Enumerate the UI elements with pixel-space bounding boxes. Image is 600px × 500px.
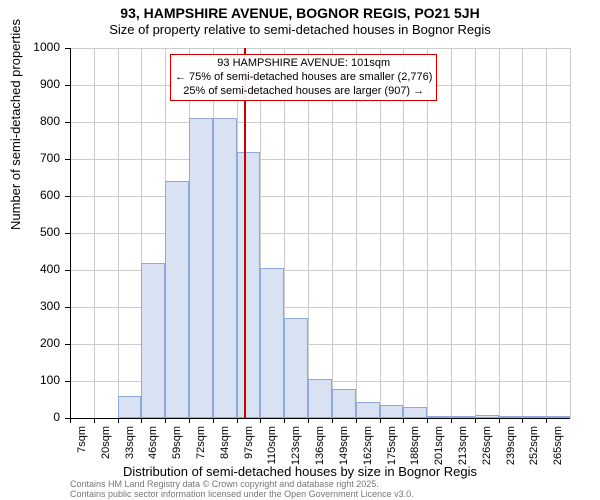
vgridline <box>94 48 95 418</box>
chart-area: 93 HAMPSHIRE AVENUE: 101sqm← 75% of semi… <box>70 48 570 418</box>
xtick-label: 7sqm <box>76 426 88 476</box>
vgridline <box>356 48 357 418</box>
chart-title: 93, HAMPSHIRE AVENUE, BOGNOR REGIS, PO21… <box>0 0 600 22</box>
ytick-label: 500 <box>0 225 60 239</box>
ytick-label: 400 <box>0 262 60 276</box>
attribution-footer: Contains HM Land Registry data © Crown c… <box>70 480 414 500</box>
histogram-bar <box>141 263 165 418</box>
histogram-bar <box>284 318 308 418</box>
gridline <box>70 159 570 160</box>
xtick-label: 213sqm <box>457 426 469 476</box>
xtick-label: 226sqm <box>481 426 493 476</box>
xtick-label: 265sqm <box>552 426 564 476</box>
histogram-bar <box>403 407 427 418</box>
ytick-label: 600 <box>0 188 60 202</box>
ytick-label: 900 <box>0 77 60 91</box>
ytick-label: 1000 <box>0 40 60 54</box>
y-axis-line <box>70 48 71 418</box>
histogram-bar <box>260 268 284 418</box>
chart-subtitle: Size of property relative to semi-detach… <box>0 22 600 39</box>
xtick-label: 97sqm <box>243 426 255 476</box>
vgridline <box>570 48 571 418</box>
ytick-label: 300 <box>0 299 60 313</box>
histogram-bar <box>213 118 237 418</box>
ytick-label: 100 <box>0 373 60 387</box>
vgridline <box>380 48 381 418</box>
ytick-label: 200 <box>0 336 60 350</box>
vgridline <box>118 48 119 418</box>
gridline <box>70 122 570 123</box>
xtick-label: 110sqm <box>266 426 278 476</box>
vgridline <box>475 48 476 418</box>
xtick-label: 201sqm <box>433 426 445 476</box>
annotation-box: 93 HAMPSHIRE AVENUE: 101sqm← 75% of semi… <box>170 54 437 101</box>
plot-region: 93 HAMPSHIRE AVENUE: 101sqm← 75% of semi… <box>70 48 570 418</box>
vgridline <box>308 48 309 418</box>
histogram-bar <box>308 379 332 418</box>
xtick-label: 239sqm <box>505 426 517 476</box>
xtick-label: 175sqm <box>386 426 398 476</box>
ytick-label: 0 <box>0 410 60 424</box>
xtick-label: 162sqm <box>362 426 374 476</box>
xtick-label: 188sqm <box>409 426 421 476</box>
xtick-label: 252sqm <box>528 426 540 476</box>
vgridline <box>546 48 547 418</box>
vgridline <box>522 48 523 418</box>
ytick-label: 800 <box>0 114 60 128</box>
xtick-label: 123sqm <box>290 426 302 476</box>
vgridline <box>451 48 452 418</box>
vgridline <box>427 48 428 418</box>
annotation-line: ← 75% of semi-detached houses are smalle… <box>175 71 432 85</box>
gridline <box>70 233 570 234</box>
xtick-label: 33sqm <box>124 426 136 476</box>
histogram-bar <box>118 396 142 418</box>
vgridline <box>403 48 404 418</box>
histogram-bar <box>332 389 356 418</box>
gridline <box>70 196 570 197</box>
xtick-label: 20sqm <box>100 426 112 476</box>
xtick-label: 136sqm <box>314 426 326 476</box>
xtick-label: 84sqm <box>219 426 231 476</box>
histogram-bar <box>165 181 189 418</box>
ytick-label: 700 <box>0 151 60 165</box>
reference-line <box>244 48 246 418</box>
histogram-bar <box>356 402 380 418</box>
xtick-label: 149sqm <box>338 426 350 476</box>
x-axis-line <box>70 418 570 419</box>
footer-line-2: Contains public sector information licen… <box>70 490 414 500</box>
xtick-label: 46sqm <box>147 426 159 476</box>
histogram-bar <box>380 405 404 418</box>
annotation-line: 25% of semi-detached houses are larger (… <box>175 85 432 99</box>
vgridline <box>332 48 333 418</box>
histogram-bar <box>237 152 261 418</box>
xtick-label: 59sqm <box>171 426 183 476</box>
xtick-label: 72sqm <box>195 426 207 476</box>
histogram-bar <box>189 118 213 418</box>
annotation-line: 93 HAMPSHIRE AVENUE: 101sqm <box>175 57 432 71</box>
gridline <box>70 48 570 49</box>
vgridline <box>499 48 500 418</box>
